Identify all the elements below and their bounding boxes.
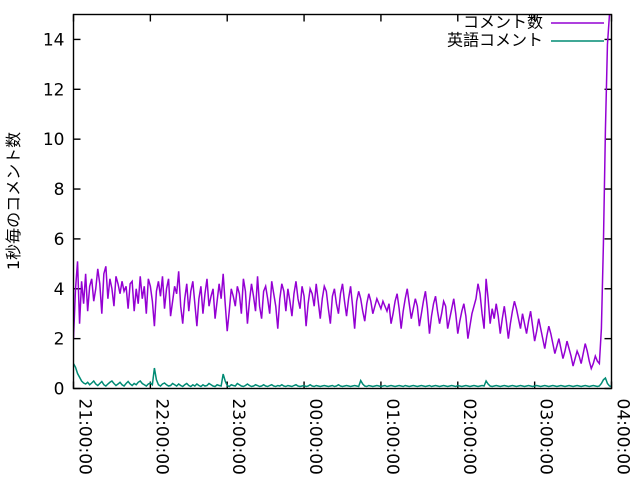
x-tick-label: 02:00:00: [459, 399, 479, 475]
x-tick-label: 04:00:00: [613, 399, 633, 475]
y-tick-label: 10: [43, 130, 65, 150]
y-tick-label: 12: [43, 80, 65, 100]
y-tick-label: 8: [54, 180, 65, 200]
x-tick-label: 03:00:00: [536, 399, 556, 475]
x-tick-label: 23:00:00: [228, 399, 248, 475]
x-tick-label: 22:00:00: [151, 399, 171, 475]
data-series-group: [73, 14, 612, 388]
legend-label-1: コメント数: [463, 13, 543, 32]
y-axis-title-text: 1秒毎のコメント数: [4, 132, 23, 270]
y-tick-label: 4: [54, 280, 65, 300]
y-tick-label: 2: [54, 330, 65, 350]
y-tick-label: 0: [54, 380, 65, 400]
plot-frame: [72, 13, 613, 390]
y-axis-tick-group: 0 2 4 6 8 10 12 14: [43, 30, 612, 400]
legend-label-2: 英語コメント: [447, 31, 543, 50]
y-axis-title: 1秒毎のコメント数: [4, 132, 23, 270]
x-axis-tick-group: 21:00:00 22:00:00 23:00:00 00:00:00 01:00:00…: [72, 14, 633, 475]
y-tick-label: 14: [43, 30, 65, 50]
y-tick-label: 6: [54, 230, 65, 250]
plot-border: [72, 13, 613, 390]
series-line-1: [73, 14, 612, 371]
x-tick-label: 00:00:00: [305, 399, 325, 475]
x-tick-label: 21:00:00: [75, 399, 95, 475]
series-line-2: [73, 363, 612, 388]
x-tick-label: 01:00:00: [382, 399, 402, 475]
